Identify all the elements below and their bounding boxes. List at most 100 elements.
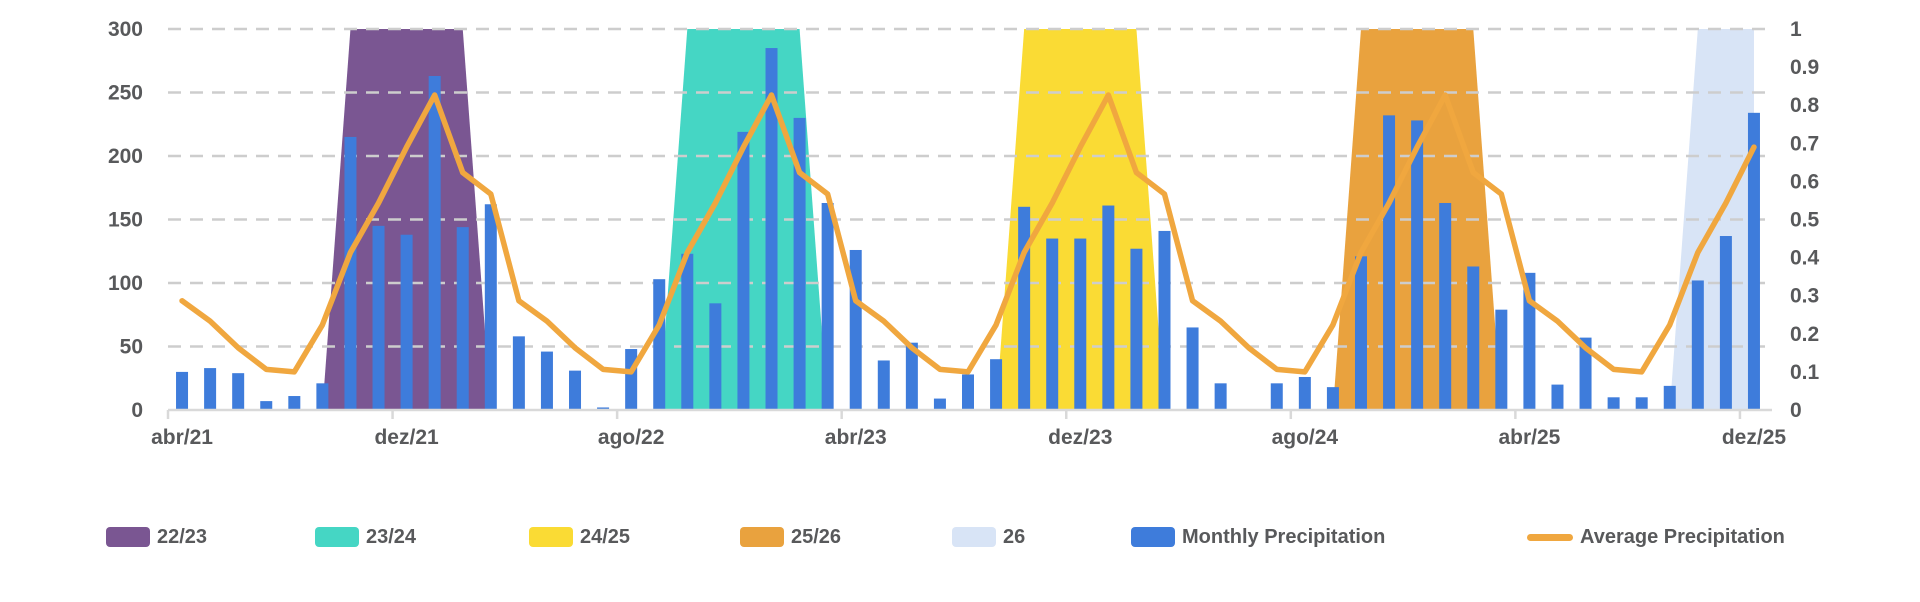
bar-out/24[interactable] <box>1354 256 1367 410</box>
legend-item-23-24[interactable]: 23/24 <box>315 526 416 548</box>
bar-dez/24[interactable] <box>1411 120 1424 410</box>
y-axis-right-label-1: 1 <box>1790 18 1802 41</box>
x-axis-label-dez/25: dez/25 <box>1722 426 1787 449</box>
bar-jun/21[interactable] <box>232 373 245 410</box>
bar-mai/22[interactable] <box>540 351 553 410</box>
bar-jul/25[interactable] <box>1607 397 1620 410</box>
bar-abr/25[interactable] <box>1523 272 1536 410</box>
legend-label: Average Precipitation <box>1580 526 1785 548</box>
bar-ago/22[interactable] <box>625 349 638 410</box>
bar-jan/23[interactable] <box>765 48 778 411</box>
bar-dez/25[interactable] <box>1747 112 1760 410</box>
y-axis-left-label-0: 0 <box>131 399 143 422</box>
bar-out/23[interactable] <box>1018 206 1031 410</box>
y-axis-right-label-0.1: 0.1 <box>1790 361 1820 384</box>
bar-mar/23[interactable] <box>821 202 834 410</box>
y-axis-left-label-100: 100 <box>108 272 143 295</box>
bar-jul/23[interactable] <box>933 398 946 410</box>
bar-jul/24[interactable] <box>1270 383 1283 410</box>
bar-out/22[interactable] <box>681 253 694 410</box>
average-precipitation-line <box>179 92 1757 375</box>
legend-label: 25/26 <box>791 526 842 548</box>
y-axis-right-label-0.5: 0.5 <box>1790 209 1820 232</box>
bar-out/21[interactable] <box>344 136 357 410</box>
bar-mar/24[interactable] <box>1158 230 1171 410</box>
bar-ago/25[interactable] <box>1635 397 1648 410</box>
y-axis-right-label-0.6: 0.6 <box>1790 170 1819 193</box>
legend-item-26[interactable]: 26 <box>952 526 1025 548</box>
bar-mai/23[interactable] <box>877 360 890 410</box>
legend-swatch-24-25 <box>529 527 573 547</box>
y-axis-left-label-250: 250 <box>108 82 143 105</box>
bar-mai/21[interactable] <box>204 368 217 410</box>
bar-out/25[interactable] <box>1691 280 1704 410</box>
bar-ago/24[interactable] <box>1298 376 1311 410</box>
bar-abr/21[interactable] <box>176 371 189 410</box>
y-axis-right-label-0: 0 <box>1790 399 1802 422</box>
x-axis-label-dez/21: dez/21 <box>374 426 439 449</box>
bar-jun/22[interactable] <box>569 370 582 410</box>
y-axis-left-label-200: 200 <box>108 145 143 168</box>
legend-item-25-26[interactable]: 25/26 <box>740 526 841 548</box>
bar-dez/23[interactable] <box>1074 238 1087 410</box>
bar-dez/22[interactable] <box>737 131 750 410</box>
bar-nov/21[interactable] <box>372 225 385 410</box>
bar-jan/24[interactable] <box>1102 205 1115 410</box>
bar-nov/22[interactable] <box>709 303 722 410</box>
bar-abr/22[interactable] <box>512 336 525 410</box>
y-axis-left-label-300: 300 <box>108 18 143 41</box>
bar-set/22[interactable] <box>653 279 666 410</box>
bar-fev/23[interactable] <box>793 117 806 411</box>
x-axis-label-dez/23: dez/23 <box>1048 426 1112 449</box>
bar-fev/25[interactable] <box>1467 266 1480 410</box>
bar-mar/22[interactable] <box>484 204 497 410</box>
season-band-22-23 <box>322 29 491 410</box>
legend-swatch-average-precipitation-line <box>1527 533 1573 541</box>
x-axis-label-ago/22: ago/22 <box>598 426 665 449</box>
x-axis-label-abr/23: abr/23 <box>825 426 887 449</box>
bar-fev/24[interactable] <box>1130 248 1143 410</box>
legend-item-22-23[interactable]: 22/23 <box>106 526 207 548</box>
bar-nov/25[interactable] <box>1719 236 1732 410</box>
bar-abr/23[interactable] <box>849 249 862 410</box>
bar-jul/21[interactable] <box>260 401 273 410</box>
x-axis-label-ago/24: ago/24 <box>1272 426 1339 449</box>
legend-swatch-23-24 <box>315 527 359 547</box>
y-axis-right-label-0.7: 0.7 <box>1790 132 1819 155</box>
legend-swatch-26 <box>952 527 996 547</box>
bar-mai/24[interactable] <box>1214 383 1227 410</box>
legend-label: Monthly Precipitation <box>1182 526 1386 548</box>
bar-mai/25[interactable] <box>1551 384 1564 410</box>
bar-nov/24[interactable] <box>1383 115 1396 411</box>
bar-jul/22[interactable] <box>597 407 610 410</box>
y-axis-left-label-150: 150 <box>108 209 143 232</box>
legend-item-24-25[interactable]: 24/25 <box>529 526 630 548</box>
legend-swatch-22-23 <box>106 527 150 547</box>
y-axis-right-label-0.2: 0.2 <box>1790 323 1819 346</box>
bar-mar/25[interactable] <box>1495 309 1508 410</box>
bar-nov/23[interactable] <box>1046 238 1059 410</box>
bar-jun/25[interactable] <box>1579 337 1592 410</box>
bar-jun/23[interactable] <box>905 342 918 410</box>
y-axis-right-label-0.4: 0.4 <box>1790 247 1820 270</box>
bar-set/23[interactable] <box>990 359 1003 410</box>
y-axis-right-label-0.3: 0.3 <box>1790 285 1819 308</box>
bar-jan/25[interactable] <box>1439 202 1452 410</box>
legend-label: 22/23 <box>157 526 208 548</box>
bar-set/21[interactable] <box>316 383 329 410</box>
bar-ago/23[interactable] <box>962 374 974 410</box>
bar-set/24[interactable] <box>1326 387 1339 410</box>
x-axis-label-abr/21: abr/21 <box>151 426 213 449</box>
legend-item-monthly-precipitation[interactable]: Monthly Precipitation <box>1131 526 1385 548</box>
bar-jan/22[interactable] <box>428 75 441 411</box>
bar-set/25[interactable] <box>1663 385 1676 410</box>
legend-item-average-precipitation[interactable]: Average Precipitation <box>1527 526 1785 548</box>
bar-dez/21[interactable] <box>400 234 413 410</box>
x-axis-label-abr/25: abr/25 <box>1498 426 1560 449</box>
legend-label: 24/25 <box>580 526 631 548</box>
bar-fev/22[interactable] <box>456 227 469 410</box>
bar-abr/24[interactable] <box>1186 327 1199 410</box>
bar-ago/21[interactable] <box>288 396 301 410</box>
